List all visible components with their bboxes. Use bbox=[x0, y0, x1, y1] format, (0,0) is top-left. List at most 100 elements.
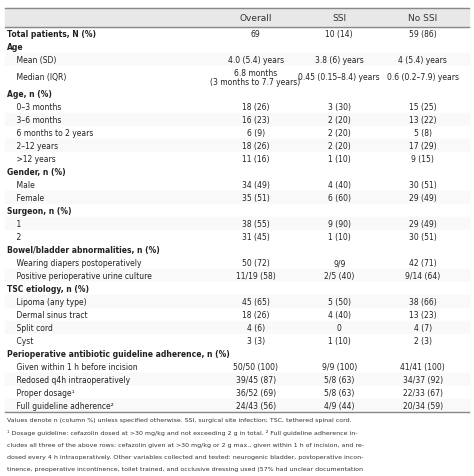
Text: 30 (51): 30 (51) bbox=[409, 180, 437, 189]
Text: 0.45 (0.15–8.4) years: 0.45 (0.15–8.4) years bbox=[298, 73, 380, 82]
Text: >12 years: >12 years bbox=[7, 155, 56, 164]
Bar bbox=[5, 218, 469, 230]
Text: SSI: SSI bbox=[332, 14, 346, 23]
Text: 6 (60): 6 (60) bbox=[328, 194, 351, 203]
Text: 3 (3): 3 (3) bbox=[246, 337, 264, 345]
Bar bbox=[5, 178, 469, 192]
Bar bbox=[5, 373, 469, 386]
Text: 2 (20): 2 (20) bbox=[328, 142, 351, 151]
Text: 5 (50): 5 (50) bbox=[328, 298, 351, 307]
Bar bbox=[5, 269, 469, 282]
Text: 29 (49): 29 (49) bbox=[409, 194, 437, 203]
Bar bbox=[5, 192, 469, 205]
Text: 2–12 years: 2–12 years bbox=[7, 142, 58, 151]
Text: 4 (5.4) years: 4 (5.4) years bbox=[398, 56, 447, 65]
Text: 22/33 (67): 22/33 (67) bbox=[403, 388, 443, 397]
Text: 4 (6): 4 (6) bbox=[246, 323, 264, 332]
Text: 4 (40): 4 (40) bbox=[328, 180, 351, 189]
Text: 1 (10): 1 (10) bbox=[328, 337, 351, 345]
Bar bbox=[5, 114, 469, 127]
Text: 30 (51): 30 (51) bbox=[409, 233, 437, 241]
Text: 38 (66): 38 (66) bbox=[409, 298, 437, 307]
Text: 13 (22): 13 (22) bbox=[409, 116, 437, 125]
Text: 9/14 (64): 9/14 (64) bbox=[405, 271, 440, 280]
Text: Perioperative antibiotic guideline adherence, n (%): Perioperative antibiotic guideline adher… bbox=[7, 349, 230, 358]
Text: dosed every 4 h intraoperatively. Other variables collected and tested: neurogen: dosed every 4 h intraoperatively. Other … bbox=[7, 454, 364, 459]
Text: Surgeon, n (%): Surgeon, n (%) bbox=[7, 207, 72, 216]
Text: 9 (90): 9 (90) bbox=[328, 219, 351, 228]
Text: 34 (49): 34 (49) bbox=[242, 180, 270, 189]
Text: cludes all three of the above rows: cefazolin given at >30 mg/kg or 2 g max., gi: cludes all three of the above rows: cefa… bbox=[7, 442, 364, 446]
Text: 2 (3): 2 (3) bbox=[414, 337, 432, 345]
Text: 36/52 (69): 36/52 (69) bbox=[236, 388, 276, 397]
Text: 9/9 (100): 9/9 (100) bbox=[321, 362, 357, 371]
Text: 17 (29): 17 (29) bbox=[409, 142, 437, 151]
Text: Age: Age bbox=[7, 43, 24, 52]
Text: 11/19 (58): 11/19 (58) bbox=[236, 271, 275, 280]
Bar bbox=[5, 347, 469, 360]
Text: 42 (71): 42 (71) bbox=[409, 258, 437, 268]
Bar bbox=[5, 139, 469, 153]
Text: 18 (26): 18 (26) bbox=[242, 142, 269, 151]
Text: 69: 69 bbox=[251, 30, 260, 39]
Bar bbox=[5, 205, 469, 218]
Text: 9/9: 9/9 bbox=[333, 258, 346, 268]
Bar bbox=[5, 386, 469, 399]
Text: 50 (72): 50 (72) bbox=[242, 258, 269, 268]
Text: 2 (20): 2 (20) bbox=[328, 116, 351, 125]
Bar bbox=[5, 88, 469, 101]
Text: 6 (9): 6 (9) bbox=[246, 129, 264, 138]
Text: Mean (SD): Mean (SD) bbox=[7, 56, 56, 65]
Text: Split cord: Split cord bbox=[7, 323, 53, 332]
Text: 9 (15): 9 (15) bbox=[411, 155, 434, 164]
Bar bbox=[5, 296, 469, 308]
Bar bbox=[5, 153, 469, 166]
Text: 3.8 (6) years: 3.8 (6) years bbox=[315, 56, 364, 65]
Text: Total patients, N (%): Total patients, N (%) bbox=[7, 30, 96, 39]
Text: 24/43 (56): 24/43 (56) bbox=[236, 401, 276, 410]
Bar bbox=[5, 166, 469, 178]
Text: Dermal sinus tract: Dermal sinus tract bbox=[7, 310, 88, 319]
Text: (3 months to 7.7 years): (3 months to 7.7 years) bbox=[210, 78, 301, 87]
Text: 4 (40): 4 (40) bbox=[328, 310, 351, 319]
Text: 6 months to 2 years: 6 months to 2 years bbox=[7, 129, 93, 138]
Bar bbox=[5, 67, 469, 88]
Text: Wearing diapers postoperatively: Wearing diapers postoperatively bbox=[7, 258, 142, 268]
Text: 3 (30): 3 (30) bbox=[328, 103, 351, 112]
Text: 1 (10): 1 (10) bbox=[328, 233, 351, 241]
Bar bbox=[5, 54, 469, 67]
Text: ¹ Dosage guideline: cefazolin dosed at >30 mg/kg and not exceeding 2 g in total.: ¹ Dosage guideline: cefazolin dosed at >… bbox=[7, 429, 357, 436]
Text: Redosed q4h intraoperatively: Redosed q4h intraoperatively bbox=[7, 375, 130, 384]
Text: Bowel/bladder abnormalities, n (%): Bowel/bladder abnormalities, n (%) bbox=[7, 246, 160, 255]
Text: Proper dosage¹: Proper dosage¹ bbox=[7, 388, 75, 397]
Text: 15 (25): 15 (25) bbox=[409, 103, 437, 112]
Text: 39/45 (87): 39/45 (87) bbox=[236, 375, 276, 384]
Text: 11 (16): 11 (16) bbox=[242, 155, 269, 164]
Bar bbox=[5, 9, 469, 28]
Text: 18 (26): 18 (26) bbox=[242, 103, 269, 112]
Text: 38 (55): 38 (55) bbox=[242, 219, 269, 228]
Text: 3–6 months: 3–6 months bbox=[7, 116, 62, 125]
Text: Positive perioperative urine culture: Positive perioperative urine culture bbox=[7, 271, 152, 280]
Bar bbox=[5, 360, 469, 373]
Text: Female: Female bbox=[7, 194, 44, 203]
Text: 10 (14): 10 (14) bbox=[325, 30, 353, 39]
Text: 45 (65): 45 (65) bbox=[242, 298, 270, 307]
Bar bbox=[5, 282, 469, 296]
Bar bbox=[5, 230, 469, 244]
Text: 5/8 (63): 5/8 (63) bbox=[324, 388, 355, 397]
Text: Cyst: Cyst bbox=[7, 337, 34, 345]
Bar bbox=[5, 41, 469, 54]
Text: 2: 2 bbox=[7, 233, 21, 241]
Text: 29 (49): 29 (49) bbox=[409, 219, 437, 228]
Text: 5 (8): 5 (8) bbox=[414, 129, 432, 138]
Text: 41/41 (100): 41/41 (100) bbox=[401, 362, 445, 371]
Text: 59 (86): 59 (86) bbox=[409, 30, 437, 39]
Text: Lipoma (any type): Lipoma (any type) bbox=[7, 298, 87, 307]
Text: 1: 1 bbox=[7, 219, 21, 228]
Text: 0–3 months: 0–3 months bbox=[7, 103, 62, 112]
Text: No SSI: No SSI bbox=[408, 14, 438, 23]
Text: Overall: Overall bbox=[239, 14, 272, 23]
Text: Age, n (%): Age, n (%) bbox=[7, 90, 52, 99]
Bar bbox=[5, 101, 469, 114]
